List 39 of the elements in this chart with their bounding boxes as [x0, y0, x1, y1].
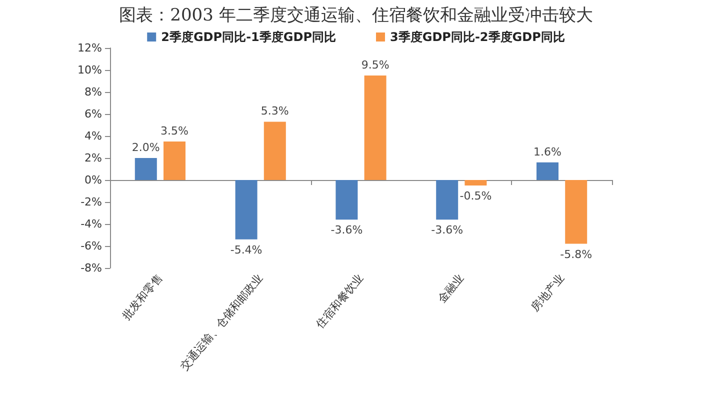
x-tick-label: 批发和零售: [120, 272, 166, 322]
data-label: -0.5%: [460, 190, 492, 202]
data-label: -3.6%: [330, 224, 363, 237]
bar: [264, 122, 286, 180]
bar: [164, 142, 186, 180]
data-label: -5.8%: [560, 248, 592, 261]
y-tick-label: 2%: [84, 152, 102, 164]
y-tick-label: -6%: [80, 240, 102, 252]
x-tick-label: 交通运输、仓储和邮政业: [178, 272, 266, 373]
y-tick-label: 4%: [84, 130, 102, 142]
y-tick-label: 6%: [84, 108, 102, 120]
bar: [464, 180, 487, 186]
legend-label: 2季度GDP同比-1季度GDP同比: [161, 30, 336, 44]
x-tick-label: 房地产业: [528, 272, 567, 314]
bar: [536, 162, 558, 180]
x-tick-label: 住宿和餐饮业: [314, 272, 366, 331]
data-label: 5.3%: [260, 104, 289, 118]
bar: [235, 180, 258, 240]
y-tick-label: 8%: [84, 86, 102, 98]
data-label: -3.6%: [431, 224, 464, 237]
y-tick-label: -4%: [80, 218, 102, 230]
data-label: -5.4%: [230, 243, 262, 256]
data-label: 3.5%: [160, 124, 188, 138]
bar: [565, 180, 588, 244]
y-tick-label: 0%: [84, 174, 102, 186]
bar: [436, 180, 458, 220]
data-label: 2.0%: [132, 141, 160, 154]
legend-label: 3季度GDP同比-2季度GDP同比: [390, 30, 565, 44]
y-tick-label: -2%: [80, 196, 102, 208]
y-tick-label: 12%: [78, 42, 102, 54]
x-tick-label: 金融业: [435, 272, 466, 306]
chart-title: 图表：2003 年二季度交通运输、住宿餐饮和金融业受冲击较大: [119, 6, 593, 26]
y-tick-label: 10%: [78, 64, 102, 76]
bar: [134, 158, 157, 180]
bar: [336, 180, 358, 220]
data-label: 1.6%: [534, 145, 562, 158]
y-tick-label: -8%: [80, 262, 102, 274]
bar: [364, 76, 386, 180]
data-label: 9.5%: [361, 58, 390, 72]
